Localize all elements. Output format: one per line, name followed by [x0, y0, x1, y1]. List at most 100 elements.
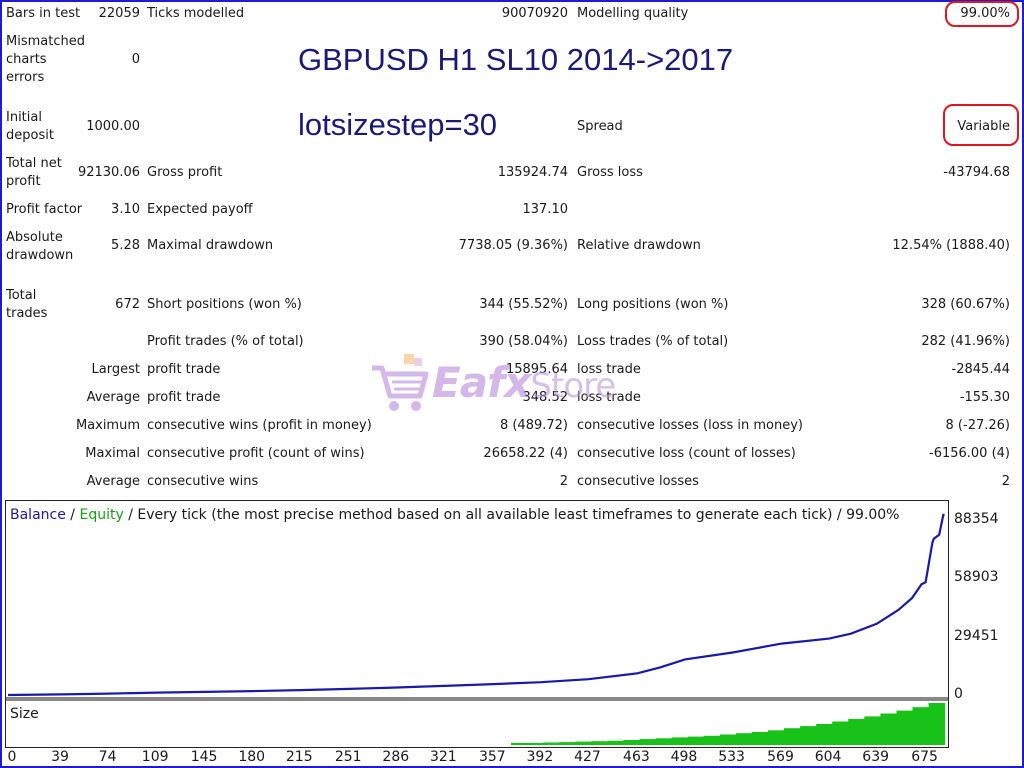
legend-equity: Equity — [79, 507, 124, 523]
watermark-text: EafxStore — [432, 358, 616, 407]
gross-profit-value: 135924.74 — [497, 165, 568, 180]
series-balance-line — [7, 513, 945, 697]
x-tick-label: 639 — [862, 749, 890, 765]
size-bar — [864, 716, 881, 745]
size-bar — [639, 739, 657, 745]
maximal-cons-profit-label: consecutive profit (count of wins) — [147, 446, 365, 461]
legend-balance: Balance — [10, 507, 66, 523]
size-panel-label: Size — [10, 706, 39, 722]
profit-trades-value: 390 (58.04%) — [479, 334, 568, 349]
maximal-label: Maximal — [85, 446, 140, 461]
y-tick-label: 58903 — [954, 569, 999, 586]
spread-value: Variable — [957, 119, 1010, 134]
size-bar — [816, 724, 833, 745]
avg-cons-wins-value: 2 — [559, 474, 568, 489]
bars-in-test-value: 22059 — [98, 6, 140, 21]
gross-profit-label: Gross profit — [147, 165, 223, 180]
maximal-drawdown-value: 7738.05 (9.36%) — [458, 238, 568, 253]
mismatched-errors-label: Mismatched charts errors — [6, 34, 85, 85]
size-bar — [575, 741, 592, 745]
maximal-drawdown-label: Maximal drawdown — [147, 238, 274, 253]
size-bar — [832, 721, 849, 745]
avg-cons-losses-label: consecutive losses — [577, 474, 699, 489]
x-tick-label: 74 — [98, 749, 117, 765]
largest-loss-label: loss trade — [577, 362, 641, 377]
maximal-cons-loss-value: -6156.00 (4) — [929, 446, 1010, 461]
x-tick-label: 109 — [141, 749, 169, 765]
size-bar — [768, 730, 785, 745]
modelling-quality-value: 99.00% — [960, 6, 1010, 21]
size-bar — [784, 728, 801, 745]
x-tick-label: 498 — [670, 749, 698, 765]
x-tick-label: 604 — [814, 749, 842, 765]
max-cons-losses-value: 8 (-27.26) — [945, 418, 1010, 433]
shopping-cart-icon — [372, 354, 429, 411]
y-tick-label: 0 — [954, 686, 963, 702]
expected-payoff-label: Expected payoff — [147, 202, 253, 217]
initial-deposit-label: Initial deposit — [6, 110, 54, 143]
chart-canvas — [6, 513, 948, 745]
size-bar — [543, 742, 560, 745]
maximal-cons-loss-label: consecutive loss (count of losses) — [577, 446, 796, 461]
x-tick-label: 180 — [238, 749, 266, 765]
profit-factor-label: Profit factor — [6, 202, 83, 217]
modelling-quality-highlight — [945, 1, 1019, 27]
x-tick-label: 321 — [429, 749, 457, 765]
size-bar — [687, 736, 705, 745]
largest-profit-label: profit trade — [147, 362, 221, 377]
x-tick-label: 392 — [526, 749, 554, 765]
average-loss-label: loss trade — [577, 390, 641, 405]
max-cons-wins-value: 8 (489.72) — [499, 418, 568, 433]
loss-trades-label: Loss trades (% of total) — [577, 334, 729, 349]
x-tick-label: 145 — [190, 749, 218, 765]
size-bar — [896, 710, 914, 745]
size-bar — [591, 741, 608, 745]
ticks-modelled-value: 90070920 — [501, 6, 568, 21]
initial-deposit-value: 1000.00 — [86, 119, 140, 134]
x-tick-label: 569 — [767, 749, 794, 765]
x-tick-label: 357 — [478, 749, 506, 765]
y-tick-label: 29451 — [954, 627, 999, 644]
size-bar — [623, 740, 640, 745]
overlay-subtitle: lotsizestep=30 — [298, 107, 498, 142]
avg-cons-losses-value: 2 — [1001, 474, 1010, 489]
ticks-modelled-label: Ticks modelled — [147, 6, 245, 21]
size-bar — [880, 713, 897, 745]
bars-in-test-label: Bars in test — [6, 6, 81, 21]
x-tick-label: 463 — [623, 749, 650, 765]
short-positions-label: Short positions (won %) — [147, 297, 302, 312]
average-label: Average — [86, 390, 140, 405]
size-bar — [912, 707, 930, 745]
size-bar — [848, 719, 865, 745]
size-bar — [559, 742, 576, 745]
largest-profit-value: 15895.64 — [505, 362, 568, 377]
size-bar — [607, 740, 624, 745]
legend-description: / Every tick (the most precise method ba… — [123, 507, 900, 523]
long-positions-label: Long positions (won %) — [577, 297, 729, 312]
short-positions-value: 344 (55.52%) — [479, 297, 568, 312]
x-tick-label: 215 — [285, 749, 313, 765]
x-tick-label: 427 — [574, 749, 601, 765]
spread-label: Spread — [577, 119, 623, 134]
max-cons-losses-label: consecutive losses (loss in money) — [577, 418, 803, 433]
absolute-drawdown-label: Absolute drawdown — [6, 230, 74, 263]
size-bar — [735, 733, 753, 745]
largest-label: Largest — [91, 362, 140, 377]
size-bar — [719, 734, 737, 745]
y-tick-label: 88354 — [954, 511, 999, 528]
overlay-title: GBPUSD H1 SL10 2014->2017 — [298, 42, 734, 77]
balance-chart — [5, 500, 949, 748]
total-net-profit-value: 92130.06 — [77, 165, 140, 180]
x-tick-label: 39 — [51, 749, 69, 765]
long-positions-value: 328 (60.67%) — [921, 297, 1010, 312]
size-bar — [703, 735, 721, 745]
expected-payoff-value: 137.10 — [522, 202, 569, 217]
maximal-cons-profit-value: 26658.22 (4) — [483, 446, 568, 461]
average2-label: Average — [86, 474, 140, 489]
x-tick-label: 251 — [334, 749, 362, 765]
average-loss-value: -155.30 — [959, 390, 1010, 405]
profit-factor-value: 3.10 — [111, 202, 140, 217]
total-net-profit-label: Total net profit — [6, 156, 62, 189]
total-trades-value: 672 — [115, 297, 140, 312]
